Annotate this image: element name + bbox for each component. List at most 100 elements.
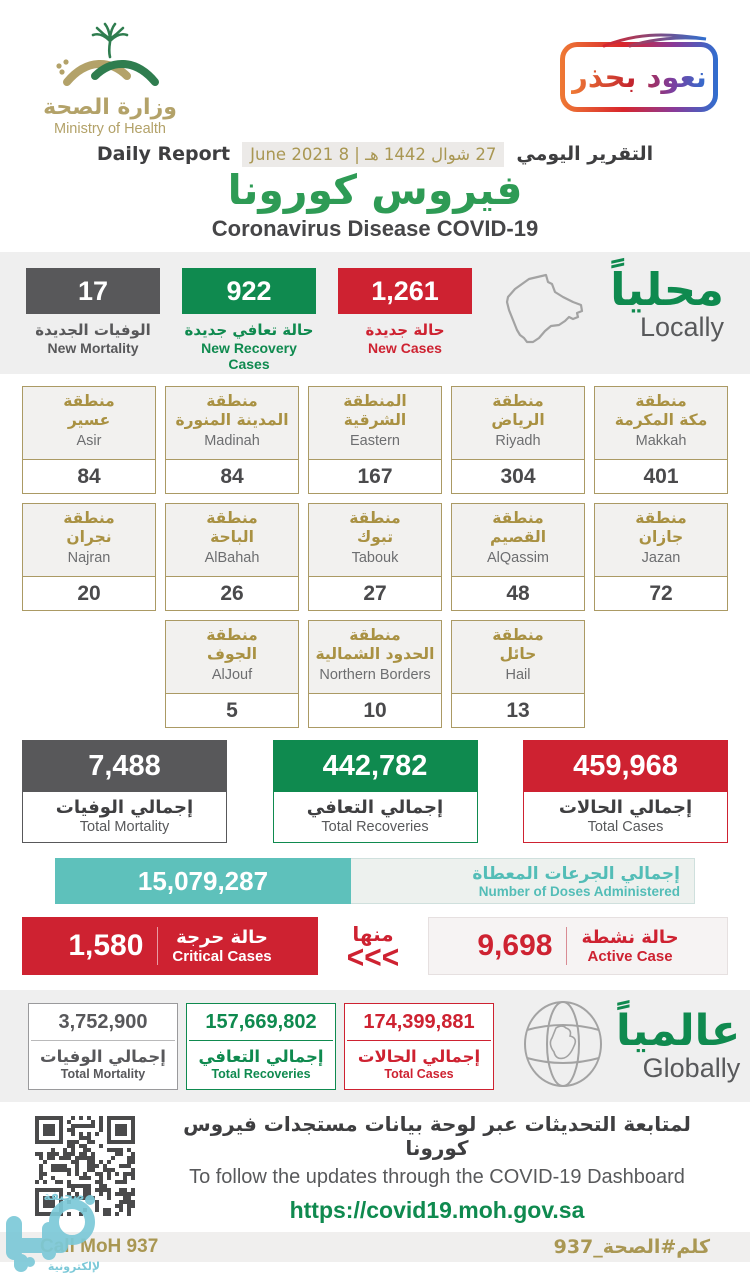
region-header: المنطقة الشرقية Eastern: [309, 387, 441, 461]
moh-logo: وزارة الصحة Ministry of Health: [30, 20, 190, 137]
region-name-ar-line1: منطقة: [492, 392, 544, 411]
report-label-en: Daily Report: [96, 143, 231, 165]
region-name-ar-line1: المنطقة: [343, 392, 407, 411]
region-name-en: Northern Borders: [319, 666, 431, 683]
critical-cases-box: 1,580 حالة حرجة Critical Cases: [22, 917, 318, 976]
return-with-caution-badge: نعود بحذر: [560, 33, 718, 112]
doses-labels: إجمالي الجرعات المعطاة Number of Doses A…: [351, 858, 695, 905]
global-stat-card: 174,399,881 إجمالي الحالات Total Cases: [344, 1002, 494, 1090]
total-label-en: Total Mortality: [79, 819, 170, 836]
page-title-en: Coronavirus Disease COVID-19: [211, 216, 539, 242]
region-header: منطقة المدينة المنورة Madinah: [166, 387, 298, 461]
region-card: منطقة الرياض Riyadh 304: [451, 386, 585, 495]
total-card: 442,782 إجمالي التعافي Total Recoveries: [272, 740, 478, 844]
region-header: منطقة الجوف AlJouf: [166, 621, 298, 695]
region-card: منطقة مكة المكرمة Makkah 401: [594, 386, 728, 495]
stat-label-ar: حالة تعافي جديدة: [184, 321, 314, 340]
locally-heading: محلياً Locally: [610, 264, 724, 343]
regions-grid: منطقة عسير Asir 84 منطقة المدينة المنورة…: [19, 386, 731, 729]
locally-heading-ar: محلياً: [610, 263, 724, 317]
region-name-ar-line2: الرياض: [491, 411, 545, 430]
globally-section: 3,752,900 إجمالي الوفيات Total Mortality…: [0, 990, 750, 1103]
critical-value: 1,580: [68, 929, 144, 963]
region-card: المنطقة الشرقية Eastern 167: [308, 386, 442, 495]
doses-bar: 15,079,287 إجمالي الجرعات المعطاة Number…: [55, 858, 695, 905]
region-card: منطقة حائل Hail 13: [451, 620, 585, 729]
total-value: 459,968: [524, 741, 727, 793]
dashboard-url-link[interactable]: https://covid19.moh.gov.sa: [289, 1197, 585, 1224]
critical-label-en: Critical Cases: [172, 948, 272, 966]
region-name-ar-line1: منطقة: [63, 392, 115, 411]
active-value: 9,698: [477, 929, 553, 963]
region-header: منطقة الرياض Riyadh: [452, 387, 584, 461]
report-date-line: التقرير اليومي 27 شوال 1442 هـ | 8 June …: [0, 142, 750, 167]
region-name-ar-line2: الشرقية: [343, 411, 407, 430]
stat-value: 922: [182, 268, 316, 315]
region-new-cases: 13: [452, 694, 584, 728]
region-name-ar-line2: تبوك: [356, 528, 394, 547]
region-name-ar-line1: منطقة: [63, 509, 115, 528]
region-header: منطقة مكة المكرمة Makkah: [595, 387, 727, 461]
region-name-en: Madinah: [204, 432, 260, 449]
doses-value: 15,079,287: [55, 858, 351, 905]
region-name-en: AlQassim: [486, 549, 550, 566]
stat-label-en: New Mortality: [47, 340, 139, 357]
region-new-cases: 84: [166, 460, 298, 494]
region-name-ar-line1: منطقة: [206, 509, 258, 528]
stat-label-ar: حالة جديدة: [365, 321, 445, 340]
total-value: 442,782: [273, 741, 477, 793]
new-stat-card: 1,261 حالة جديدة New Cases: [338, 268, 472, 372]
ministry-name-ar: وزارة الصحة: [43, 95, 177, 120]
region-header: منطقة تبوك Tabouk: [309, 504, 441, 578]
total-value: 7,488: [23, 741, 226, 793]
region-name-ar-line2: الباحة: [210, 528, 254, 547]
doses-label-ar: إجمالي الجرعات المعطاة: [472, 863, 680, 884]
region-name-ar-line1: منطقة: [492, 509, 544, 528]
page-title-ar: فيروس كورونا: [227, 166, 523, 214]
region-card: منطقة عسير Asir 84: [22, 386, 156, 495]
region-card: منطقة الحدود الشمالية Northern Borders 1…: [308, 620, 442, 729]
region-new-cases: 10: [309, 694, 441, 728]
total-label-en: Total Recoveries: [321, 819, 429, 836]
new-stat-card: 922 حالة تعافي جديدة New Recovery Cases: [182, 268, 316, 372]
global-label-en: Total Recoveries: [211, 1066, 311, 1081]
badge-swoosh-icon: [602, 33, 707, 48]
region-name-en: Tabouk: [351, 549, 399, 566]
hotline-strip: Call MoH 937 كلم#الصحة_937: [0, 1232, 750, 1263]
active-cases-box: 9,698 حالة نشطة Active Case: [428, 917, 728, 976]
region-new-cases: 48: [452, 577, 584, 611]
region-new-cases: 5: [166, 694, 298, 728]
region-name-ar-line1: منطقة: [206, 626, 258, 645]
stat-label-en: New Recovery Cases: [201, 340, 297, 373]
doses-label-en: Number of Doses Administered: [478, 883, 680, 899]
globally-heading-en: Globally: [642, 1053, 741, 1084]
region-header: منطقة جازان Jazan: [595, 504, 727, 578]
hotline-en: Call MoH 937: [40, 1236, 159, 1258]
region-header: منطقة القصيم AlQassim: [452, 504, 584, 578]
region-name-ar-line1: منطقة: [349, 509, 401, 528]
region-name-en: Najran: [67, 549, 111, 566]
region-name-en: AlBahah: [204, 549, 260, 566]
dashboard-line-en: To follow the updates through the COVID-…: [189, 1166, 685, 1189]
region-name-ar-line1: منطقة: [492, 626, 544, 645]
totals-row: 7,488 إجمالي الوفيات Total Mortality 442…: [22, 740, 728, 844]
region-name-ar-line2: جازان: [638, 528, 684, 547]
stat-label-en: New Cases: [368, 340, 442, 357]
total-card: 7,488 إجمالي الوفيات Total Mortality: [22, 740, 227, 844]
locally-section: 17 الوفيات الجديدة New Mortality 922 حال…: [0, 252, 750, 375]
region-card: منطقة جازان Jazan 72: [594, 503, 728, 612]
region-name-en: Riyadh: [495, 432, 541, 449]
region-card: منطقة الباحة AlBahah 26: [165, 503, 299, 612]
region-name-ar-line2: المدينة المنورة: [175, 411, 289, 430]
region-name-ar-line2: القصيم: [489, 528, 547, 547]
left-arrows-icon: <<<: [346, 938, 400, 976]
divider: [566, 927, 568, 966]
global-value: 3,752,900: [31, 1011, 175, 1041]
global-label-ar: إجمالي الوفيات: [40, 1046, 166, 1066]
region-name-en: Makkah: [635, 432, 687, 449]
region-name-ar-line2: عسير: [67, 411, 111, 430]
divider: [157, 927, 159, 966]
region-header: منطقة نجران Najran: [23, 504, 155, 578]
header: وزارة الصحة Ministry of Health نعود بحذر: [0, 0, 750, 140]
region-header: منطقة حائل Hail: [452, 621, 584, 695]
